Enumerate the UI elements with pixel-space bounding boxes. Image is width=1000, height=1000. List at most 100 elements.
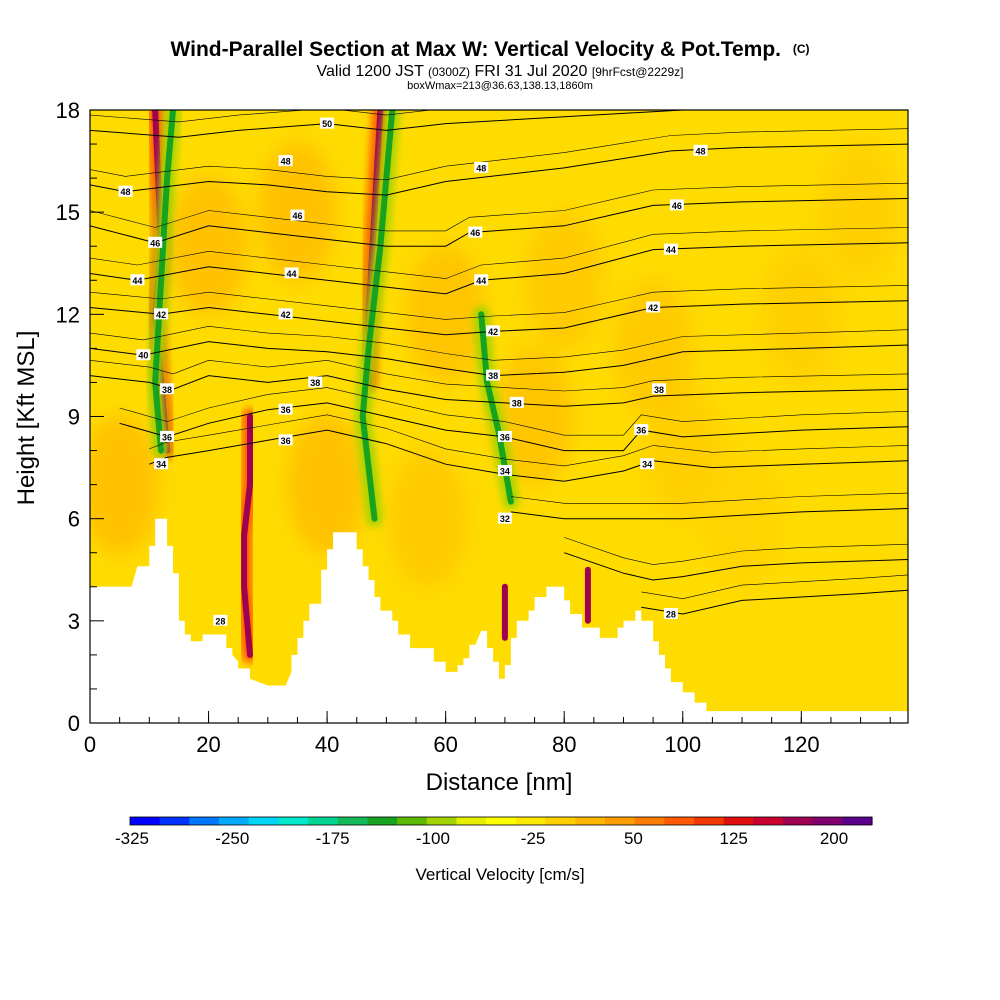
colorbar-swatch-12 (486, 817, 517, 825)
contour-label-bg (486, 369, 501, 381)
contour-label-bg (278, 434, 293, 446)
contour-label-text: 40 (138, 351, 148, 361)
contour-label-text: 44 (666, 245, 676, 255)
colorbar-swatch-4 (248, 817, 279, 825)
colorbar-swatch-18 (664, 817, 695, 825)
contour-label-bg (213, 614, 228, 626)
contour-label-text: 34 (642, 460, 652, 470)
field-patch-6 (820, 142, 901, 283)
theta-contour-42 (90, 300, 908, 336)
contour-label-13: 38 (652, 383, 667, 395)
contour-label-text: 32 (500, 514, 510, 524)
colorbar-label: Vertical Velocity [cm/s] (415, 865, 584, 884)
theta-contour-minor-10 (90, 128, 908, 181)
colorbar-tick-0: -325 (115, 829, 149, 848)
field-patch-7 (90, 414, 160, 555)
y-axis-label: Height [Kft MSL] (13, 331, 40, 506)
contour-label-bg (290, 209, 305, 221)
title-mark: (C) (793, 42, 810, 56)
field-patch-11 (494, 346, 575, 487)
theta-contour-38 (90, 375, 908, 407)
contour-label-bg (693, 144, 708, 156)
contour-label-text: 38 (310, 378, 320, 388)
colorbar-swatch-16 (604, 817, 636, 825)
contour-label-text: 46 (292, 211, 302, 221)
theta-contour-48 (90, 143, 908, 196)
contour-label-bg (160, 383, 175, 395)
y-tick-label-9: 9 (68, 405, 80, 430)
contour-label-text: 28 (666, 610, 676, 620)
field-patch-0 (168, 176, 249, 317)
contour-label-bg (663, 608, 678, 620)
theta-contour-minor-9 (90, 182, 908, 232)
y-tick-label-3: 3 (68, 609, 80, 634)
contour-label-6: 36 (160, 430, 175, 442)
theta-contour-minor-4 (119, 387, 908, 436)
colorbar-swatch-17 (634, 817, 665, 825)
theta-contour-36 (119, 402, 908, 452)
colorbar-tick-7: 200 (820, 829, 848, 848)
contour-label-0: 28 (213, 614, 228, 626)
colorbar-swatch-10 (426, 817, 458, 825)
contour-label-text: 36 (281, 405, 291, 415)
contour-label-bg (663, 243, 678, 255)
contour-label-33: 50 (320, 117, 335, 129)
contour-label-text: 46 (672, 201, 682, 211)
contour-label-text: 46 (470, 228, 480, 238)
contour-label-text: 46 (150, 238, 160, 248)
contour-labels: 28 28 32 34 34 34 36 36 36 36 36 38 38 38 40 38 38 42 42 42… (118, 117, 708, 626)
y-tick-label-15: 15 (56, 200, 80, 225)
contour-label-23: 44 (474, 274, 489, 286)
contour-label-21: 44 (130, 274, 145, 286)
contour-label-18: 42 (278, 308, 293, 320)
colorbar-swatch-6 (308, 817, 339, 825)
colorbar-swatch-23 (812, 817, 843, 825)
contour-label-1: 28 (663, 608, 678, 620)
contour-label-9: 36 (634, 424, 649, 436)
contour-label-bg (634, 424, 649, 436)
colorbar-tick-6: 125 (720, 829, 748, 848)
colorbar: -325 -250 -175 -100 -25 50 125 200 (115, 816, 873, 848)
contour-label-7: 36 (278, 434, 293, 446)
contour-label-bg (136, 349, 151, 361)
velocity-band-core-4 (359, 110, 396, 522)
colorbar-swatch-24 (842, 817, 873, 825)
colorbar-tick-2: -175 (316, 829, 350, 848)
contour-label-text: 42 (156, 310, 166, 320)
x-tick-label-40: 40 (315, 732, 339, 757)
contour-label-bg (148, 236, 163, 248)
y-tick-label-0: 0 (68, 711, 80, 736)
contour-label-text: 36 (500, 432, 510, 442)
contour-label-26: 46 (468, 226, 483, 238)
colorbar-tick-1: -250 (215, 829, 249, 848)
contour-label-text: 42 (648, 303, 658, 313)
field-patch-5 (761, 244, 842, 385)
colorbar-swatch-14 (545, 817, 576, 825)
field-patch-2 (405, 244, 486, 385)
colorbar-swatch-8 (367, 817, 398, 825)
theta-contour-minor-0 (641, 574, 908, 600)
contour-label-27: 46 (290, 209, 305, 221)
colorbar-tick-3: -100 (416, 829, 450, 848)
theta-contour-minor-11 (90, 110, 434, 123)
field-patch-9 (387, 448, 468, 589)
contour-label-bg (497, 512, 512, 524)
contour-label-text: 38 (512, 398, 522, 408)
contour-label-bg (509, 396, 524, 408)
colorbar-frame (129, 816, 873, 826)
theta-contour-minor-7 (90, 285, 908, 320)
contour-label-bg (154, 458, 169, 470)
contour-label-bg (486, 325, 501, 337)
contour-label-text: 38 (654, 385, 664, 395)
contour-label-bg (118, 185, 133, 197)
y-tick-label-12: 12 (56, 302, 80, 327)
contour-label-text: 36 (636, 426, 646, 436)
colorbar-swatch-13 (515, 817, 547, 825)
contour-label-12: 38 (509, 396, 524, 408)
contour-label-bg (497, 430, 512, 442)
theta-contour-minor-8 (90, 227, 908, 279)
contour-label-text: 44 (132, 276, 142, 286)
colorbar-swatch-7 (337, 817, 369, 825)
contour-label-10: 36 (278, 403, 293, 415)
colorbar-swatch-11 (456, 817, 487, 825)
